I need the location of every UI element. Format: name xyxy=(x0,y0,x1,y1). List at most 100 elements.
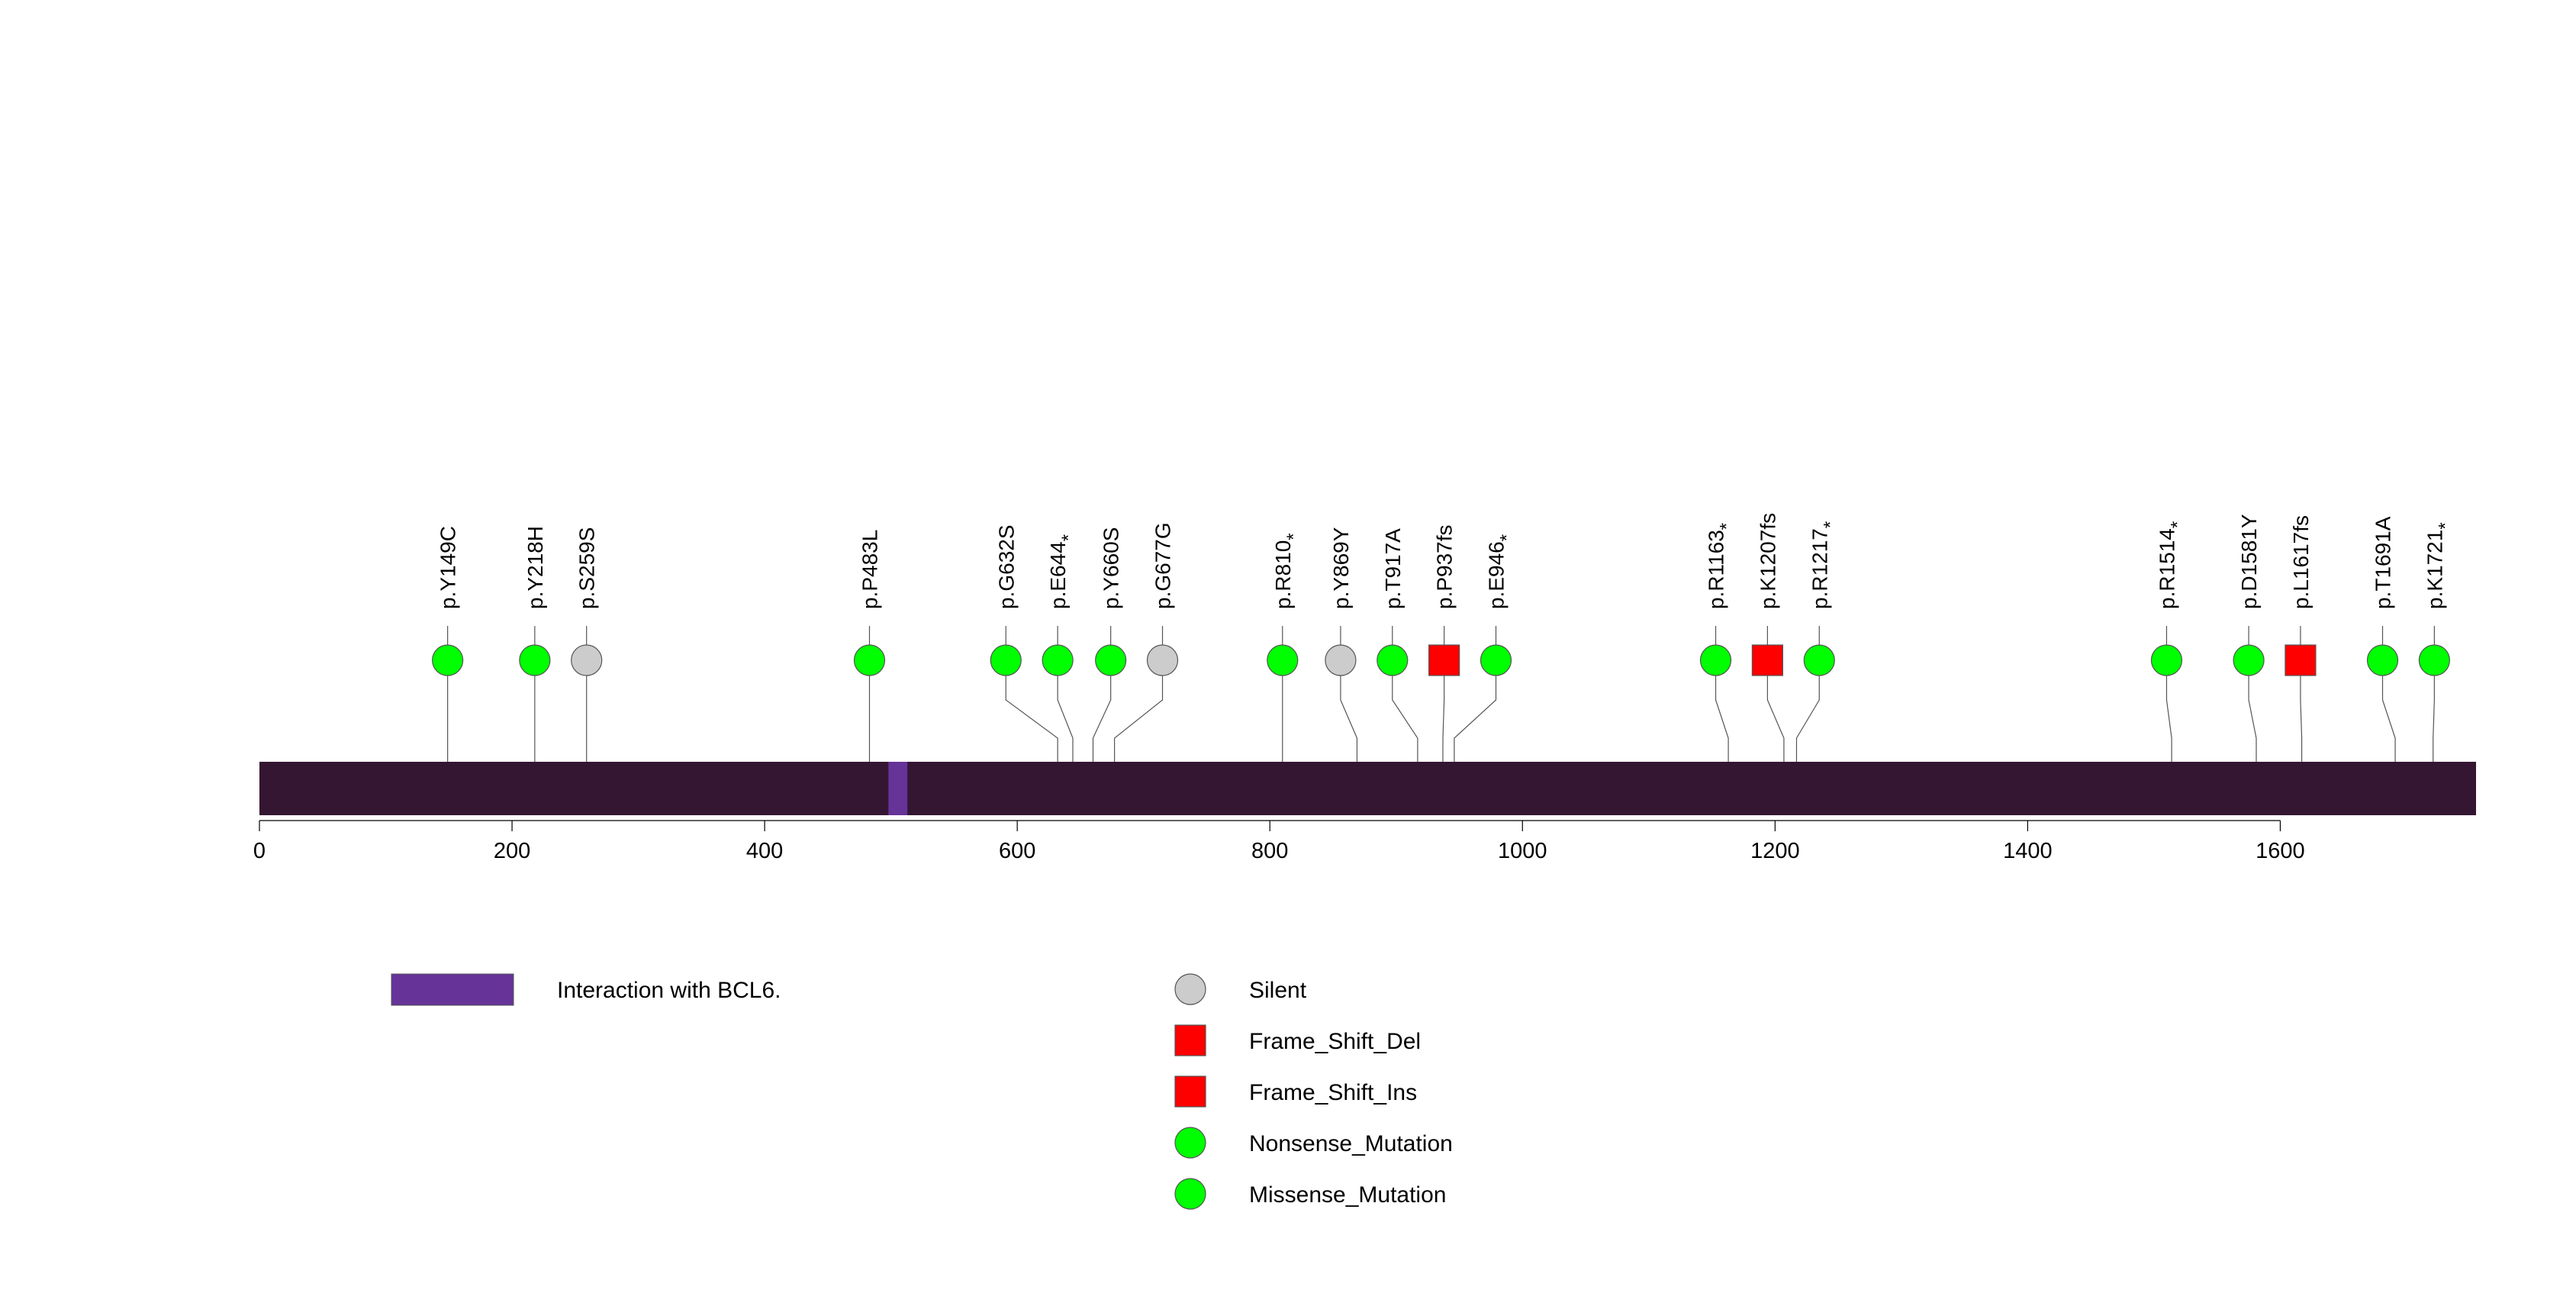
mutation-label-text: p.P937fs xyxy=(1433,524,1457,609)
x-tick-label-6: 1200 xyxy=(1750,839,1800,863)
mutation-marker-14 xyxy=(1751,644,1783,676)
mutation-label-star: * xyxy=(1497,534,1518,541)
mutation-label-star: * xyxy=(1717,523,1737,530)
legend-mutation-label-0: Silent xyxy=(1249,978,1307,1003)
legend-mutation-label-3: Nonsense_Mutation xyxy=(1249,1131,1453,1156)
x-tick-label-5: 1000 xyxy=(1498,839,1547,863)
protein-track xyxy=(259,762,2476,815)
mutation-marker-20 xyxy=(2418,644,2450,676)
mutation-label-18: p.L1617fs xyxy=(2289,515,2313,609)
mutation-marker-0 xyxy=(432,644,464,676)
mutation-marker-5 xyxy=(1042,644,1074,676)
mutation-label-text: p.L1617fs xyxy=(2289,515,2313,609)
mutation-marker-13 xyxy=(1699,644,1732,676)
mutation-label-star: * xyxy=(1058,534,1079,541)
mutation-labels: p.Y149C p.Y218H p.S259S p.P483L p.G632S p.E64… xyxy=(436,513,2456,609)
x-tick-label-8: 1600 xyxy=(2256,839,2305,863)
mutation-label-star: * xyxy=(1283,533,1304,540)
mutation-label-text: p.R1163 xyxy=(1705,530,1728,609)
mutation-label-text: p.R810 xyxy=(1271,540,1295,609)
mutation-label-text: p.K1207fs xyxy=(1756,513,1779,609)
mutation-label-text: p.G677G xyxy=(1151,522,1175,609)
mutation-label-14: p.K1207fs xyxy=(1756,513,1779,609)
mutation-label-5: p.E644* xyxy=(1046,534,1079,609)
mutation-label-11: p.P937fs xyxy=(1433,524,1457,609)
mutation-marker-1 xyxy=(519,644,551,676)
mutation-marker-15 xyxy=(1803,644,1835,676)
legend-domain-label-0: Interaction with BCL6. xyxy=(557,978,781,1003)
legend-domain-swatch-0 xyxy=(391,973,514,1006)
mutation-label-text: p.Y149C xyxy=(436,526,460,609)
mutation-label-7: p.G677G xyxy=(1151,522,1175,609)
mutation-marker-19 xyxy=(2366,644,2399,676)
legend-mutation-marker-0 xyxy=(1174,973,1206,1005)
mutation-marker-18 xyxy=(2285,644,2317,676)
legend: Interaction with BCL6. Silent Frame_Shift_… xyxy=(391,973,1453,1210)
mutation-label-text: p.T1691A xyxy=(2372,516,2395,609)
mutation-label-text: p.G632S xyxy=(994,524,1018,609)
mutation-marker-8 xyxy=(1267,644,1299,676)
mutation-label-19: p.T1691A xyxy=(2372,516,2395,609)
mutation-label-10: p.T917A xyxy=(1381,528,1405,609)
mutation-label-9: p.Y869Y xyxy=(1329,527,1353,609)
mutation-label-star: * xyxy=(2167,521,2188,528)
mutation-marker-16 xyxy=(2150,644,2183,676)
x-tick-label-1: 200 xyxy=(494,839,530,863)
mutation-label-3: p.P483L xyxy=(858,530,881,609)
mutation-label-text: p.Y218H xyxy=(523,526,547,609)
mutation-marker-4 xyxy=(990,644,1022,676)
mutation-marker-2 xyxy=(571,644,603,676)
mutation-marker-17 xyxy=(2233,644,2265,676)
x-tick-label-7: 1400 xyxy=(2003,839,2053,863)
protein-backbone xyxy=(259,762,2476,815)
mutation-label-text: p.E946 xyxy=(1485,541,1509,609)
mutation-marker-3 xyxy=(853,644,886,676)
mutation-label-15: p.R1217* xyxy=(1808,521,1840,609)
mutation-label-4: p.G632S xyxy=(994,524,1018,609)
mutation-label-12: p.E946* xyxy=(1485,534,1518,609)
mutation-label-text: p.P483L xyxy=(858,530,881,609)
mutation-label-6: p.Y660S xyxy=(1100,527,1123,609)
legend-mutation-marker-3 xyxy=(1174,1127,1206,1159)
mutation-label-text: p.S259S xyxy=(575,527,599,609)
mutation-label-20: p.K1721* xyxy=(2423,522,2455,609)
legend-mutation-marker-1 xyxy=(1174,1024,1206,1056)
mutation-label-star: * xyxy=(1820,521,1840,528)
mutation-label-text: p.Y869Y xyxy=(1329,527,1353,609)
legend-mutation-label-4: Missense_Mutation xyxy=(1249,1182,1446,1208)
mutation-label-text: p.D1581Y xyxy=(2237,514,2261,609)
mutation-marker-7 xyxy=(1146,644,1179,676)
mutation-label-text: p.Y660S xyxy=(1100,527,1123,609)
legend-mutation-label-1: Frame_Shift_Del xyxy=(1249,1029,1421,1054)
mutation-label-star: * xyxy=(2435,522,2455,529)
mutation-marker-9 xyxy=(1325,644,1357,676)
mutation-label-13: p.R1163* xyxy=(1705,523,1737,609)
mutation-label-16: p.R1514* xyxy=(2155,521,2188,609)
mutation-markers xyxy=(432,644,2450,676)
mutation-label-text: p.R1217 xyxy=(1808,528,1831,609)
x-tick-label-4: 800 xyxy=(1251,839,1288,863)
mutation-label-0: p.Y149C xyxy=(436,526,460,609)
mutation-label-text: p.K1721 xyxy=(2423,530,2446,609)
mutation-marker-12 xyxy=(1480,644,1512,676)
legend-mutation-label-2: Frame_Shift_Ins xyxy=(1249,1080,1417,1105)
mutation-label-17: p.D1581Y xyxy=(2237,514,2261,609)
mutation-marker-11 xyxy=(1428,644,1460,676)
x-tick-label-3: 600 xyxy=(999,839,1035,863)
domain-0 xyxy=(888,762,908,815)
legend-mutation-marker-4 xyxy=(1174,1178,1206,1210)
x-tick-label-2: 400 xyxy=(746,839,783,863)
mutation-label-1: p.Y218H xyxy=(523,526,547,609)
legend-mutation-marker-2 xyxy=(1174,1076,1206,1108)
mutation-label-8: p.R810* xyxy=(1271,533,1304,609)
mutation-marker-10 xyxy=(1377,644,1409,676)
mutation-label-text: p.E644 xyxy=(1046,541,1070,609)
x-axis: 0 200 400 600 800 1000 1200 1400 1600 xyxy=(253,820,2305,863)
mutation-label-text: p.T917A xyxy=(1381,528,1405,609)
mutation-label-2: p.S259S xyxy=(575,527,599,609)
mutation-marker-6 xyxy=(1095,644,1127,676)
x-tick-label-0: 0 xyxy=(253,839,266,863)
mutation-label-text: p.R1514 xyxy=(2155,528,2178,609)
